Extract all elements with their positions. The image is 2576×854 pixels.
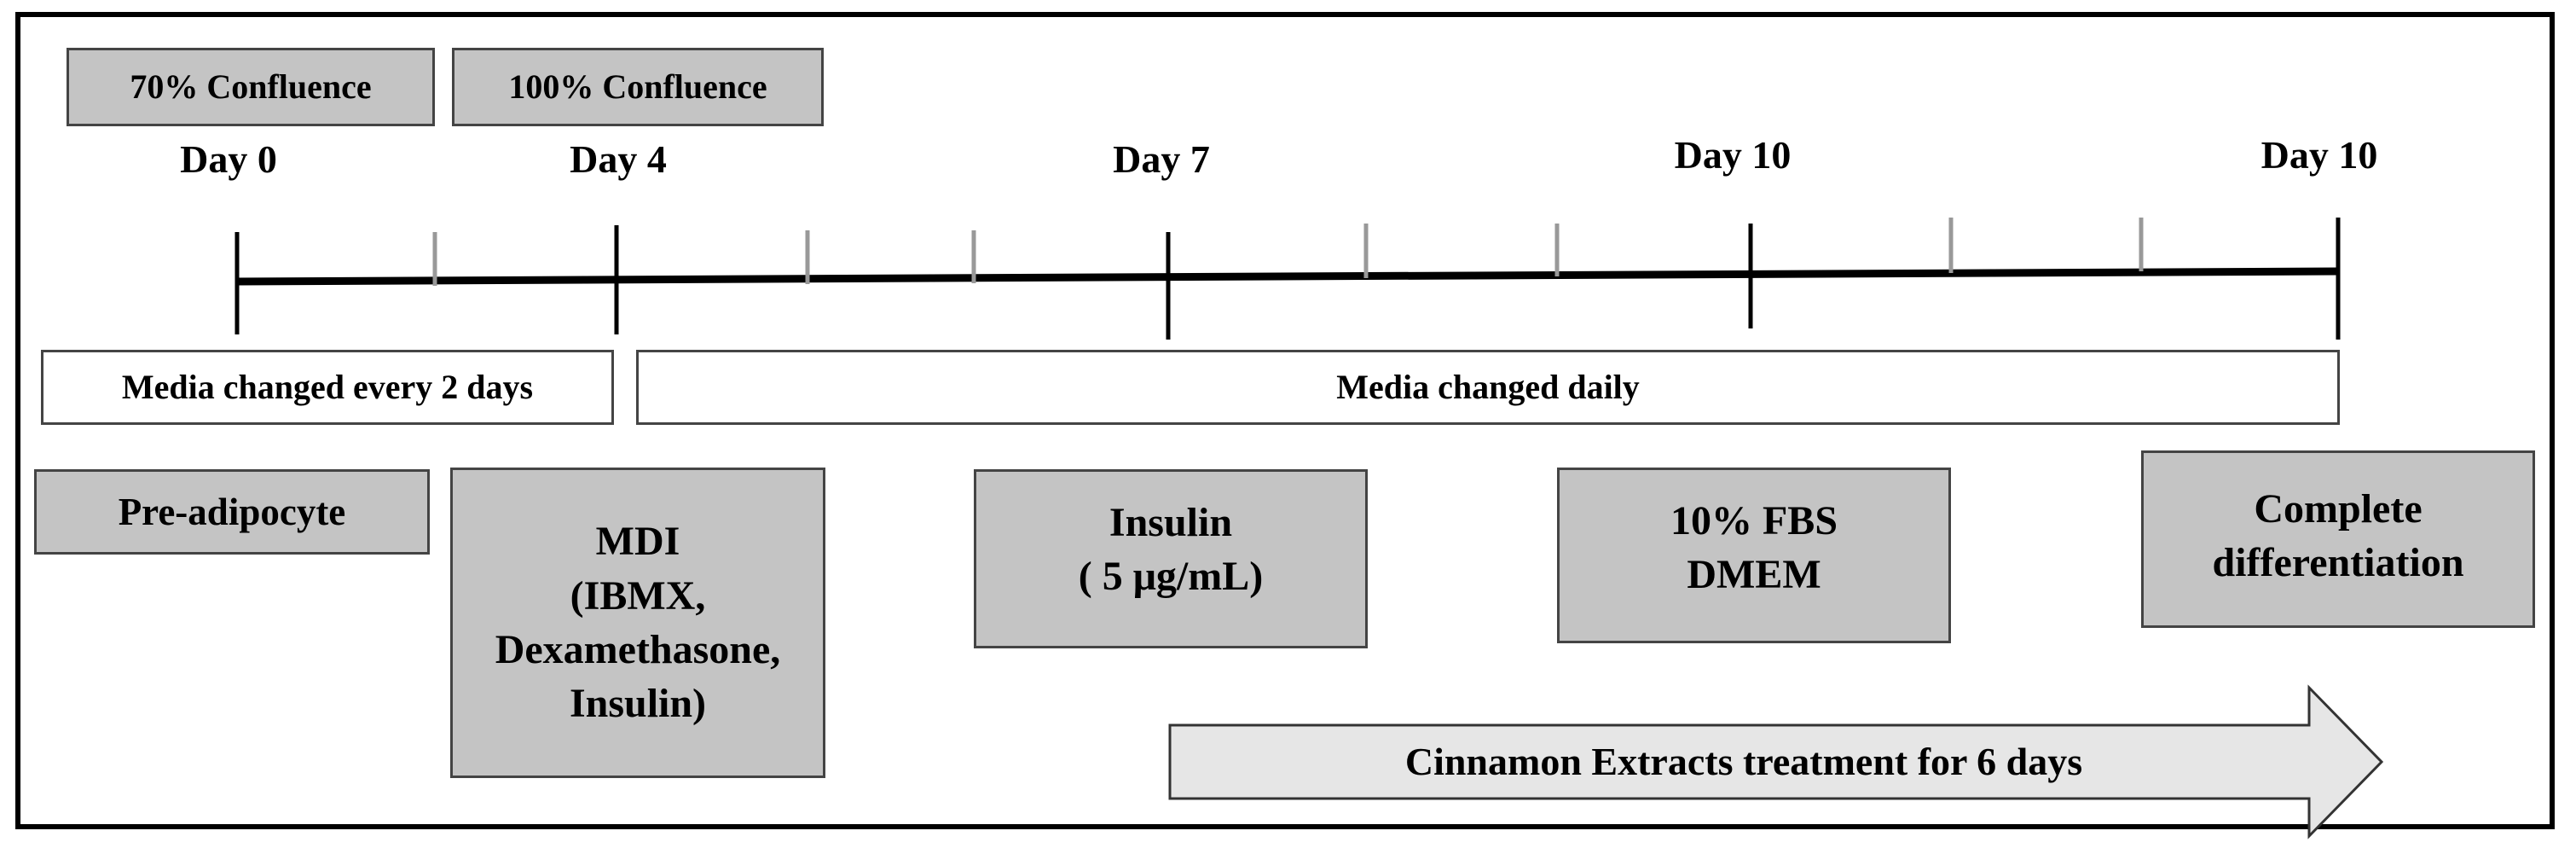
day-0-label: Day 0 xyxy=(180,137,277,181)
day-10-label: Day 10 xyxy=(1674,133,1792,177)
confluence-70-label: 70% Confluence xyxy=(130,67,372,106)
treatment-arrow xyxy=(1168,684,2384,839)
stage-complete-differentiation-box: Complete differentiation xyxy=(2141,450,2535,628)
timeline-axis xyxy=(236,267,2339,286)
stage-insulin-label: Insulin ( 5 μg/mL) xyxy=(1078,500,1264,600)
confluence-70-box: 70% Confluence xyxy=(67,48,435,126)
stage-preadipocyte-box: Pre-adipocyte xyxy=(34,469,430,555)
stage-complete-differentiation-label: Complete differentiation xyxy=(2212,486,2464,586)
confluence-100-box: 100% Confluence xyxy=(452,48,824,126)
treatment-label: Cinnamon Extracts treatment for 6 days xyxy=(1404,740,2083,783)
confluence-100-label: 100% Confluence xyxy=(508,67,767,106)
stage-insulin-box: Insulin ( 5 μg/mL) xyxy=(974,469,1368,648)
media-daily-label: Media changed daily xyxy=(1336,367,1640,406)
diagram-frame xyxy=(15,12,2555,829)
day-10-end-label: Day 10 xyxy=(2261,133,2378,177)
stage-mdi-box: MDI (IBMX, Dexamethasone, Insulin) xyxy=(450,468,825,778)
media-every-2-days-box: Media changed every 2 days xyxy=(41,350,614,425)
stage-mdi-label: MDI (IBMX, Dexamethasone, Insulin) xyxy=(495,519,781,727)
stage-fbs-dmem-box: 10% FBS DMEM xyxy=(1557,468,1951,643)
stage-preadipocyte-label: Pre-adipocyte xyxy=(118,491,346,533)
media-daily-box: Media changed daily xyxy=(636,350,2340,425)
media-every-2-days-label: Media changed every 2 days xyxy=(121,367,534,406)
day-4-label: Day 4 xyxy=(570,137,667,181)
stage-fbs-dmem-label: 10% FBS DMEM xyxy=(1670,498,1838,598)
day-7-label: Day 7 xyxy=(1113,137,1210,181)
